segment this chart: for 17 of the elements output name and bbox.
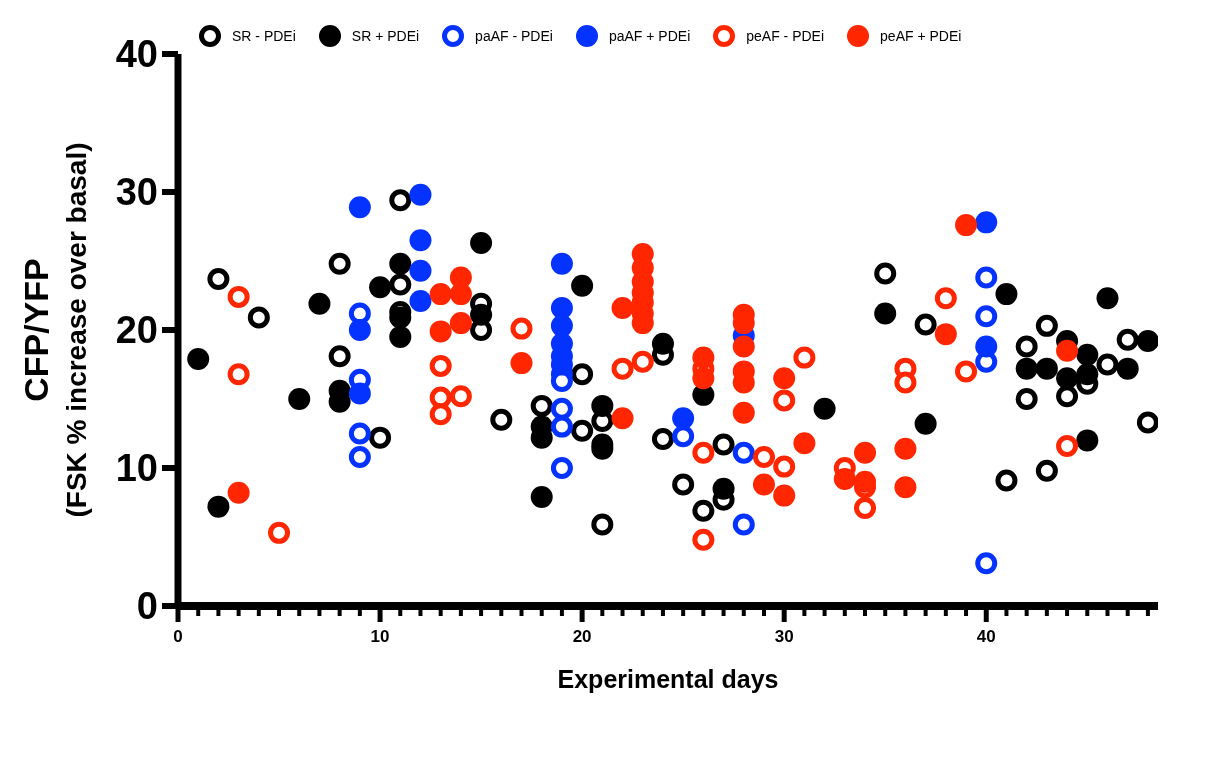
y-tick-label: 20 — [115, 309, 158, 351]
y-axis-title: CFP/YFP (FSK % increase over basal) — [17, 142, 92, 518]
y-tick-label: 30 — [115, 171, 158, 213]
x-tick-label: 10 — [370, 627, 390, 646]
legend-label: SR - PDEi — [232, 28, 296, 44]
legend-label: paAF + PDEi — [608, 28, 691, 44]
x-tick-label: 0 — [173, 627, 183, 646]
y-tick-label: 10 — [115, 447, 158, 489]
x-tick-label: 20 — [572, 627, 592, 646]
legend-label: paAF - PDEi — [475, 28, 553, 44]
x-axis-title: Experimental days — [557, 665, 779, 693]
legend-label: SR + PDEi — [351, 28, 420, 44]
legend-label: peAF + PDEi — [880, 28, 962, 44]
legend-label: peAF - PDEi — [746, 28, 825, 44]
y-tick-label: 40 — [115, 33, 158, 75]
x-tick-label: 30 — [774, 627, 794, 646]
x-tick-label: 40 — [976, 627, 996, 646]
